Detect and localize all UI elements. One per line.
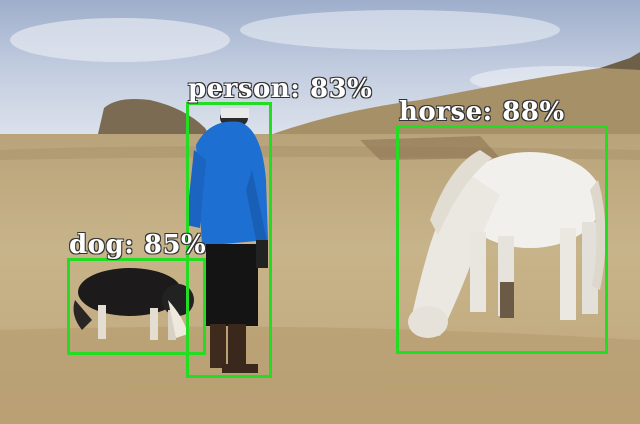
person-bounding-box xyxy=(186,102,272,378)
person-detection-label: person: 83% xyxy=(188,74,373,104)
person xyxy=(186,108,268,373)
horse xyxy=(408,150,606,338)
hill-right xyxy=(270,62,640,140)
horse-bounding-box xyxy=(396,125,608,354)
dog-detection-label: dog: 85% xyxy=(69,230,207,260)
hill-left xyxy=(98,99,210,136)
dog-bounding-box xyxy=(67,258,206,355)
horse-detection-label: horse: 88% xyxy=(399,97,565,127)
